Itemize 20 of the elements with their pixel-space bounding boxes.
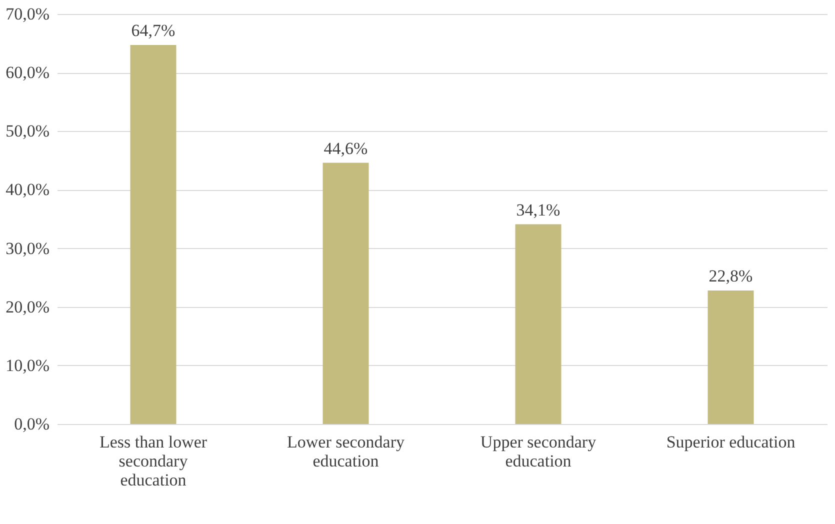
y-tick-label: 70,0% bbox=[6, 4, 50, 24]
data-label: 64,7% bbox=[131, 21, 176, 40]
x-tick-label: Superior education bbox=[666, 432, 796, 452]
y-tick-label: 20,0% bbox=[6, 297, 50, 316]
x-tick-label: Lower secondary education bbox=[286, 432, 406, 470]
y-tick-label: 40,0% bbox=[6, 180, 50, 200]
y-tick-label: 10,0% bbox=[6, 356, 50, 375]
data-label: 34,1% bbox=[516, 200, 560, 220]
y-tick-label: 30,0% bbox=[6, 238, 50, 258]
bar bbox=[515, 224, 562, 424]
x-tick-label: Less than lower secondary education bbox=[99, 432, 208, 490]
data-label: 44,6% bbox=[324, 138, 368, 158]
y-tick-label: 50,0% bbox=[6, 122, 50, 141]
x-tick-label: Upper secondary education bbox=[480, 432, 597, 470]
data-label: 22,8% bbox=[708, 266, 753, 286]
y-tick-label: 0,0% bbox=[14, 414, 50, 434]
bar bbox=[708, 290, 754, 424]
bar bbox=[130, 45, 176, 424]
bar bbox=[322, 162, 369, 424]
y-tick-label: 60,0% bbox=[6, 63, 50, 82]
